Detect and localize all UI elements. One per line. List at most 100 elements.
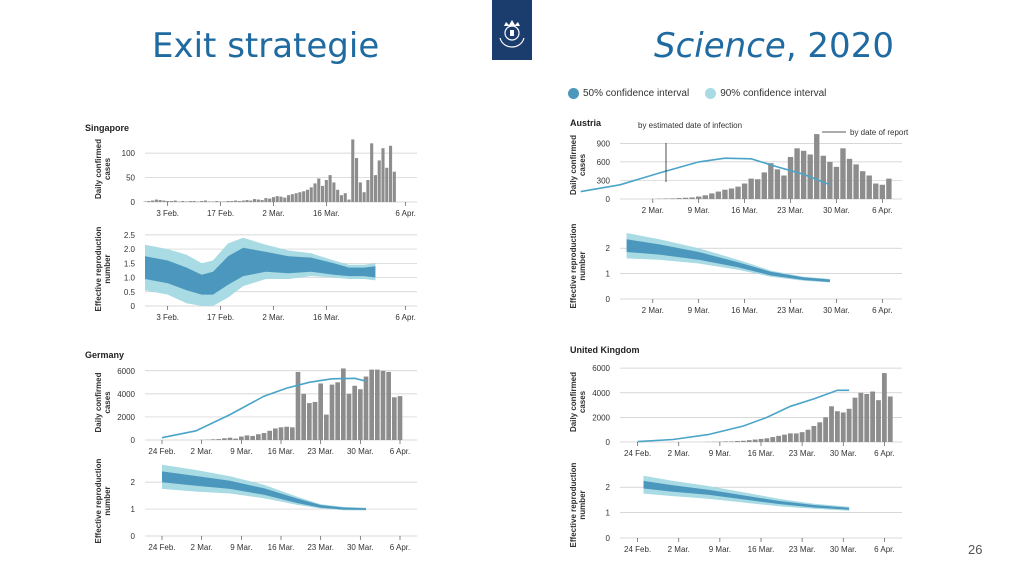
repro-ylabel-line: number — [103, 486, 112, 515]
legend-ci90: 90% confidence interval — [705, 88, 826, 99]
case-bar — [203, 200, 207, 202]
repro-xtick-label: 9 Mar. — [688, 306, 710, 315]
repro-ytick-label: 0 — [131, 302, 136, 311]
cases-ytick-label: 6000 — [592, 364, 610, 373]
case-bar — [676, 198, 682, 199]
case-bar — [782, 434, 787, 442]
case-bar — [776, 435, 782, 442]
case-bar — [840, 148, 846, 199]
coat-of-arms-icon — [499, 20, 525, 48]
repro-ytick-label: 1 — [606, 509, 611, 518]
repro-ytick-label: 0 — [606, 295, 611, 304]
repro-xtick-label: 16 Mar. — [313, 313, 340, 322]
repro-ytick-label: 0.5 — [124, 288, 136, 297]
case-bar — [392, 171, 396, 202]
case-bar — [764, 438, 770, 442]
case-bar — [309, 187, 313, 202]
cases-xtick-label: 2 Mar. — [668, 449, 690, 458]
repro-xtick-label: 6 Apr. — [390, 543, 410, 552]
case-bar — [362, 192, 366, 202]
case-bar — [879, 184, 886, 199]
cases-ylabel-line: cases — [578, 153, 587, 176]
infection-date-line — [161, 377, 367, 439]
case-bar — [301, 393, 306, 440]
case-bar — [823, 417, 829, 442]
case-bar — [239, 436, 244, 440]
cases-ylabel-line: cases — [578, 390, 587, 413]
cases-xtick-label: 24 Feb. — [148, 447, 175, 456]
repro-xtick-label: 6 Apr. — [874, 545, 894, 554]
case-bar — [827, 161, 833, 199]
slide-title-left: Exit strategie — [152, 26, 380, 66]
cases-ytick-label: 50 — [126, 174, 135, 183]
cases-xtick-label: 6 Apr. — [874, 449, 894, 458]
cases-xtick-label: 6 Apr. — [872, 206, 892, 215]
case-bar — [735, 186, 741, 199]
cases-xtick-label: 6 Apr. — [390, 447, 410, 456]
case-bar — [215, 201, 219, 202]
cases-xtick-label: 2 Mar. — [191, 447, 213, 456]
case-bar — [284, 426, 289, 440]
case-bar — [233, 438, 238, 440]
cases-ylabel-line: cases — [103, 157, 112, 180]
ci50-band — [162, 471, 366, 510]
cases-xtick-label: 9 Mar. — [230, 447, 252, 456]
case-bar — [279, 196, 283, 202]
case-bar — [261, 433, 267, 440]
case-bar — [866, 175, 872, 199]
government-logo-icon — [492, 0, 532, 60]
case-bar — [858, 392, 864, 442]
case-bar — [817, 422, 823, 442]
legend-ci90-label: 90% confidence interval — [720, 88, 827, 100]
case-bar — [222, 438, 227, 440]
annotation-report: by date of report — [850, 128, 909, 137]
repro-xtick-label: 9 Mar. — [709, 545, 731, 554]
cases-xtick-label: 23 Mar. — [789, 449, 816, 458]
repro-xtick-label: 16 Mar. — [748, 545, 775, 554]
case-bar — [351, 139, 355, 202]
case-bar — [397, 396, 403, 440]
case-bar — [260, 200, 264, 202]
repro-xtick-label: 24 Feb. — [148, 543, 175, 552]
case-bar — [234, 200, 238, 202]
case-bar — [752, 439, 758, 442]
repro-ytick-label: 2 — [606, 244, 611, 253]
cases-ylabel-line: Daily confirmed — [94, 139, 103, 199]
case-bar — [852, 397, 858, 442]
case-bar — [377, 160, 381, 202]
cases-xtick-label: 3 Feb. — [156, 209, 179, 218]
case-bar — [358, 389, 363, 440]
cases-xtick-label: 16 Mar. — [731, 206, 758, 215]
cases-xtick-label: 30 Mar. — [347, 447, 374, 456]
case-bar — [392, 397, 397, 440]
cases-ylabel-line: Daily confirmed — [94, 372, 103, 432]
repro-xtick-label: 23 Mar. — [307, 543, 334, 552]
repro-ytick-label: 1 — [606, 270, 611, 279]
cases-ylabel-line: Daily confirmed — [569, 372, 578, 432]
case-bar — [216, 439, 221, 440]
cases-ytick-label: 2000 — [117, 413, 135, 422]
case-bar — [241, 200, 245, 202]
cases-ylabel: Daily confirmedcases — [94, 372, 112, 432]
infection-date-line — [580, 157, 831, 193]
case-bar — [188, 201, 192, 202]
cases-xtick-label: 9 Mar. — [709, 449, 731, 458]
case-bar — [746, 440, 752, 442]
cases-ytick-label: 0 — [606, 438, 611, 447]
repro-xtick-label: 6 Apr. — [395, 313, 415, 322]
case-bar — [332, 182, 336, 202]
case-bar — [696, 196, 702, 199]
ci50-band — [626, 239, 830, 282]
case-bar — [210, 439, 216, 440]
case-bar — [162, 200, 166, 202]
country-panel-singapore: Singapore 0 50 100 Daily confirmedcases 3 Feb… — [85, 123, 417, 322]
case-bar — [781, 175, 787, 199]
case-bar — [200, 201, 204, 202]
repro-xtick-label: 17 Feb. — [207, 313, 234, 322]
cases-xtick-label: 17 Feb. — [207, 209, 234, 218]
case-bar — [278, 427, 284, 440]
case-bar — [271, 197, 275, 202]
repro-xtick-label: 23 Mar. — [777, 306, 804, 315]
case-bar — [355, 158, 359, 202]
case-bar — [846, 158, 853, 199]
